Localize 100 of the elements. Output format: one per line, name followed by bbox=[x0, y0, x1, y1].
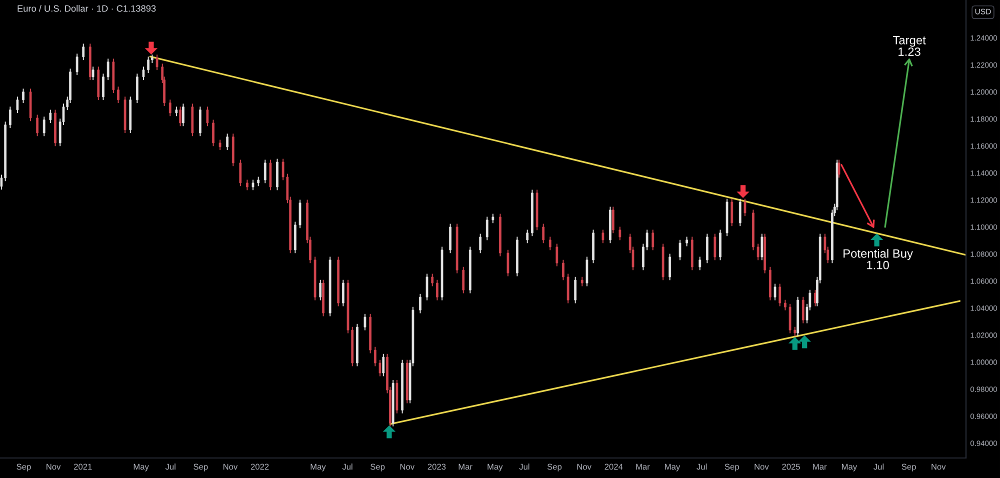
candlestick bbox=[378, 360, 382, 376]
point bbox=[870, 234, 884, 246]
candlestick bbox=[479, 234, 482, 254]
candlestick bbox=[364, 314, 366, 330]
candlestick bbox=[612, 206, 614, 234]
candlestick bbox=[102, 74, 104, 100]
x-tick-label: Sep bbox=[902, 464, 916, 472]
candlestick bbox=[566, 274, 570, 304]
x-tick-label: Jul bbox=[874, 464, 884, 470]
x-tick-label: Nov bbox=[754, 464, 769, 470]
candlestick bbox=[239, 160, 242, 186]
candlestick bbox=[562, 260, 564, 280]
x-tick-label: Nov bbox=[400, 464, 415, 470]
candlestick bbox=[22, 88, 24, 104]
candlestick bbox=[486, 216, 488, 240]
candlestick bbox=[756, 244, 760, 260]
point bbox=[144, 42, 158, 54]
candlestick bbox=[246, 180, 248, 190]
x-tick-label: Sep bbox=[16, 464, 31, 472]
x-tick-label: May bbox=[488, 464, 503, 472]
candlestick bbox=[652, 230, 654, 250]
candlestick bbox=[802, 296, 804, 324]
candlestick bbox=[226, 134, 228, 150]
candlestick bbox=[738, 198, 742, 226]
candlestick bbox=[431, 274, 434, 286]
candlestick bbox=[556, 244, 558, 266]
candlestick bbox=[374, 346, 376, 366]
x-tick-label: May bbox=[842, 464, 858, 472]
candlestick bbox=[574, 276, 577, 304]
candlestick bbox=[106, 58, 110, 80]
candlestick bbox=[449, 224, 452, 254]
x-tick-label: Mar bbox=[458, 464, 472, 470]
candlestick bbox=[42, 116, 46, 136]
x-tick-label: Nov bbox=[577, 464, 592, 470]
candlestick bbox=[760, 234, 764, 260]
candlestick bbox=[49, 110, 52, 124]
candlestick bbox=[382, 354, 385, 376]
x-tick-label: Jul bbox=[519, 464, 530, 470]
candlestick bbox=[774, 284, 776, 300]
x-tick-label: Mar bbox=[636, 464, 650, 470]
x-tick-label: 2023 bbox=[428, 464, 446, 470]
candlestick bbox=[542, 224, 545, 244]
candlestick bbox=[618, 226, 622, 240]
x-tick-label: Nov bbox=[224, 464, 238, 470]
candlestick bbox=[526, 230, 529, 244]
candlestick bbox=[602, 230, 604, 244]
candlestick bbox=[342, 280, 344, 306]
candlestick bbox=[744, 198, 746, 216]
candlestick bbox=[668, 254, 672, 280]
candlestick bbox=[117, 86, 120, 104]
candlestick bbox=[706, 234, 708, 264]
candlestick bbox=[814, 290, 816, 306]
x-tick-label: Jul bbox=[165, 464, 176, 470]
x-tick-label: 2024 bbox=[604, 464, 623, 470]
x-tick-label: 2021 bbox=[74, 464, 92, 470]
candlestick bbox=[426, 274, 428, 300]
annotation: Potential Buy 1.10 bbox=[844, 248, 913, 270]
candlestick bbox=[168, 100, 172, 116]
point bbox=[382, 425, 396, 438]
candlestick bbox=[838, 160, 840, 178]
x-tick-label: May bbox=[665, 464, 680, 472]
x-tick-label: Sep bbox=[194, 464, 208, 472]
candlestick bbox=[462, 266, 465, 294]
candlestick bbox=[82, 44, 85, 60]
candlestick bbox=[136, 74, 138, 104]
candlestick bbox=[16, 96, 19, 114]
x-tick-label: 2025 bbox=[782, 464, 800, 470]
candlestick bbox=[788, 304, 792, 334]
candlestick bbox=[698, 256, 702, 270]
candlestick bbox=[586, 256, 588, 286]
x-tick-label: Sep bbox=[370, 464, 385, 472]
candlestick bbox=[436, 280, 438, 300]
candlestick bbox=[36, 114, 38, 136]
candlestick bbox=[206, 106, 209, 126]
point bbox=[788, 337, 802, 350]
candlestick bbox=[678, 240, 682, 260]
candlestick bbox=[778, 284, 782, 306]
candlestick bbox=[252, 180, 254, 190]
candlestick bbox=[9, 106, 12, 128]
x-tick-label: Mar bbox=[813, 464, 827, 470]
candlestick bbox=[218, 140, 222, 150]
candlestick bbox=[199, 106, 202, 136]
candlestick bbox=[179, 106, 182, 126]
candlestick bbox=[784, 300, 786, 310]
x-tick-label: Sep bbox=[724, 464, 739, 472]
candlestick bbox=[156, 54, 158, 70]
candlestick bbox=[142, 66, 145, 80]
candlestick bbox=[506, 250, 510, 276]
candlestick bbox=[730, 198, 734, 226]
x-tick-label: Nov bbox=[46, 464, 61, 470]
x-tick-label: May bbox=[134, 464, 149, 472]
candlestick bbox=[714, 234, 716, 260]
x-tick-label: Jul bbox=[696, 464, 707, 470]
point bbox=[798, 335, 811, 348]
x-tick-label: Sep bbox=[547, 464, 562, 472]
candlestick bbox=[182, 104, 184, 126]
candlestick bbox=[298, 200, 302, 228]
candlestick bbox=[212, 120, 214, 146]
chart-title: Euro / U.S. Dollar · 1D · C1.13893 bbox=[18, 5, 156, 12]
x-tick-label: Jul bbox=[342, 464, 352, 470]
